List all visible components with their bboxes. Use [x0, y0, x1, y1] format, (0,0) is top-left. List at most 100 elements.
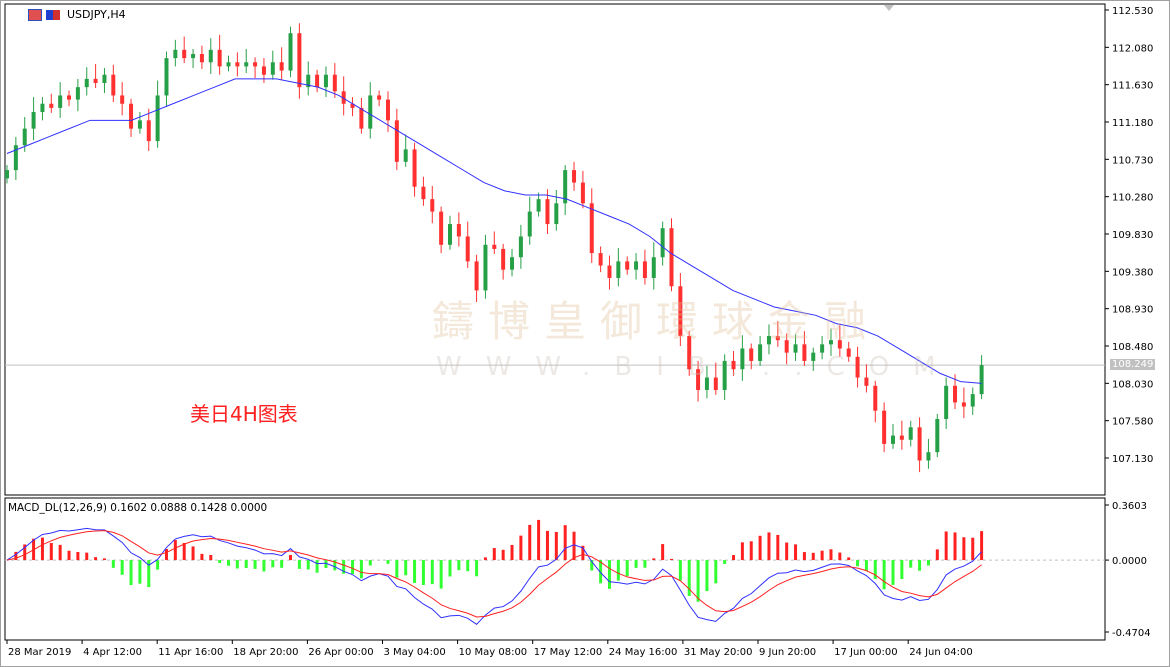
- candle-body: [120, 95, 125, 104]
- candle-body: [93, 78, 98, 84]
- candle-body: [784, 340, 789, 353]
- candle-body: [740, 348, 745, 370]
- price-tick-label: 112.080: [1112, 43, 1153, 54]
- candle-body: [696, 369, 701, 390]
- candle-body: [518, 236, 523, 258]
- candle-body: [766, 336, 771, 345]
- candle-body: [75, 87, 80, 100]
- candle-body: [111, 74, 116, 96]
- main-pane: [4, 3, 1106, 496]
- candle-body: [660, 228, 665, 258]
- candle-body: [306, 74, 311, 88]
- candle-body: [244, 62, 249, 67]
- time-tick-label: 4 Apr 12:00: [83, 647, 142, 658]
- candle-body: [882, 410, 887, 444]
- candle-body: [84, 78, 89, 88]
- candle-body: [704, 377, 709, 390]
- candle-body: [828, 340, 833, 345]
- candle-body: [474, 261, 479, 291]
- candle-body: [908, 427, 913, 440]
- candle-body: [510, 257, 515, 270]
- candle-body: [270, 62, 275, 75]
- candle-body: [350, 103, 355, 108]
- candle-body: [129, 103, 134, 129]
- candle-body: [846, 348, 851, 357]
- candle-body: [199, 53, 204, 63]
- candle-body: [253, 62, 258, 67]
- price-tick-label: 111.180: [1112, 118, 1153, 129]
- candle-body: [669, 228, 674, 287]
- candle-body: [5, 170, 9, 179]
- candle-body: [49, 103, 54, 108]
- candle-body: [155, 95, 160, 142]
- candle-body: [580, 182, 585, 204]
- candle-body: [961, 402, 966, 407]
- candle-body: [899, 435, 904, 440]
- candle-body: [412, 149, 417, 187]
- candle-body: [13, 145, 18, 171]
- candle-body: [793, 344, 798, 353]
- price-tick-label: 107.580: [1112, 417, 1153, 428]
- candle-body: [979, 365, 984, 395]
- candle-body: [642, 261, 647, 278]
- template-icon[interactable]: [45, 10, 60, 20]
- candle-body: [589, 203, 594, 254]
- candle-body: [935, 419, 940, 453]
- candle-body: [926, 452, 931, 461]
- candle-body: [722, 360, 727, 390]
- time-tick-label: 17 May 12:00: [534, 647, 603, 658]
- candle-body: [332, 74, 337, 92]
- candle-body: [651, 257, 656, 278]
- candle-body: [864, 377, 869, 386]
- candle-body: [315, 74, 320, 88]
- candle-body: [563, 170, 568, 204]
- candle-body: [297, 33, 302, 88]
- candle-body: [456, 224, 461, 237]
- price-tick-label: 109.380: [1112, 267, 1153, 278]
- watermark-url: WWW.BIB...COM: [436, 352, 960, 382]
- time-tick-label: 10 May 08:00: [459, 647, 528, 658]
- candle-body: [758, 344, 763, 361]
- candle-body: [31, 112, 36, 129]
- candle-body: [731, 360, 736, 370]
- time-tick-label: 18 Apr 20:00: [233, 647, 298, 658]
- chart-properties-icon[interactable]: [28, 9, 42, 21]
- price-tick-label: 112.530: [1112, 6, 1153, 17]
- time-tick-label: 11 Apr 16:00: [158, 647, 223, 658]
- candle-body: [891, 435, 895, 444]
- price-tick-label: 107.130: [1112, 454, 1153, 465]
- candle-body: [58, 95, 63, 108]
- price-tick-label: 110.730: [1112, 155, 1153, 166]
- chart-annotation: 美日4H图表: [190, 402, 298, 426]
- time-tick-label: 24 Jun 04:00: [909, 647, 973, 658]
- candle-body: [385, 99, 390, 121]
- candle-body: [598, 253, 603, 266]
- time-tick-label: 3 May 04:00: [384, 647, 446, 658]
- candle-body: [377, 95, 382, 100]
- candle-body: [341, 91, 346, 104]
- candle-body: [217, 49, 222, 67]
- candle-body: [953, 385, 958, 403]
- macd-signal-line: [6, 530, 982, 618]
- macd-tick-label: 0.0000: [1112, 556, 1147, 567]
- candle-body: [323, 74, 328, 88]
- time-tick-label: 28 Mar 2019: [8, 647, 71, 658]
- candle-body: [164, 58, 169, 96]
- price-tick-label: 108.030: [1112, 379, 1153, 390]
- candle-body: [775, 336, 780, 341]
- candle-body: [483, 244, 488, 291]
- current-price-tag: 108.249: [1110, 359, 1156, 370]
- time-tick-label: 31 May 20:00: [684, 647, 753, 658]
- candle-body: [430, 199, 435, 212]
- candle-body: [182, 49, 187, 59]
- time-tick-label: 26 Apr 00:00: [308, 647, 373, 658]
- candle-body: [713, 377, 718, 390]
- candle-body: [501, 248, 506, 270]
- candle-body: [820, 344, 825, 353]
- candle-body: [616, 261, 621, 278]
- candle-body: [492, 244, 497, 249]
- candle-body: [572, 170, 577, 183]
- time-tick-label: 24 May 16:00: [609, 647, 678, 658]
